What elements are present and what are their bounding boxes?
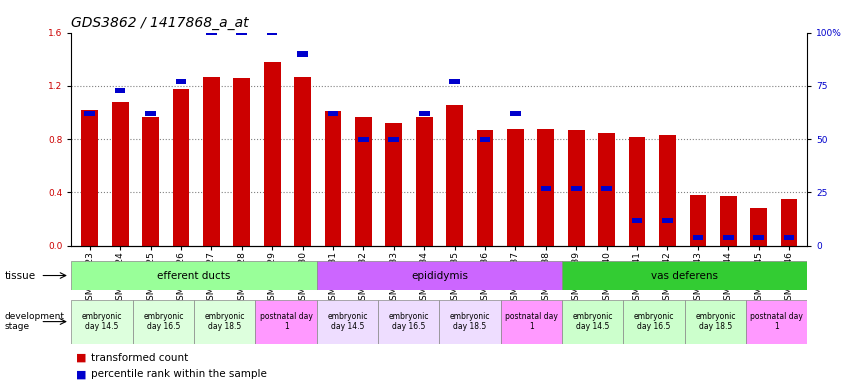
Bar: [172, 89, 189, 246]
Bar: [82, 110, 98, 246]
Bar: [507, 129, 524, 246]
Bar: [750, 209, 767, 246]
Bar: [115, 88, 125, 93]
Bar: [378, 300, 439, 344]
Text: embryonic
day 14.5: embryonic day 14.5: [573, 312, 613, 331]
Text: vas deferens: vas deferens: [651, 270, 718, 281]
Bar: [693, 235, 703, 240]
Text: ■: ■: [76, 369, 86, 379]
Bar: [176, 79, 186, 84]
Text: embryonic
day 18.5: embryonic day 18.5: [204, 312, 245, 331]
Bar: [447, 104, 463, 246]
Bar: [264, 62, 281, 246]
Bar: [537, 129, 554, 246]
Bar: [601, 185, 612, 191]
Bar: [723, 235, 733, 240]
Bar: [236, 30, 247, 35]
Text: embryonic
day 18.5: embryonic day 18.5: [450, 312, 490, 331]
Text: GDS3862 / 1417868_a_at: GDS3862 / 1417868_a_at: [71, 16, 249, 30]
Bar: [84, 111, 95, 116]
Bar: [297, 51, 308, 56]
Bar: [419, 111, 430, 116]
Bar: [623, 300, 685, 344]
Bar: [629, 137, 645, 246]
Bar: [720, 197, 737, 246]
Text: embryonic
day 14.5: embryonic day 14.5: [82, 312, 123, 331]
Bar: [317, 261, 562, 290]
Bar: [112, 102, 129, 246]
Bar: [690, 195, 706, 246]
Bar: [142, 117, 159, 246]
Bar: [568, 130, 584, 246]
Bar: [510, 111, 521, 116]
Bar: [685, 300, 746, 344]
Bar: [267, 30, 278, 35]
Text: embryonic
day 16.5: embryonic day 16.5: [389, 312, 429, 331]
Bar: [477, 130, 494, 246]
Text: embryonic
day 18.5: embryonic day 18.5: [696, 312, 736, 331]
Text: ■: ■: [76, 353, 86, 363]
Bar: [562, 300, 623, 344]
Bar: [389, 137, 399, 142]
Text: embryonic
day 14.5: embryonic day 14.5: [327, 312, 368, 331]
Bar: [328, 111, 338, 116]
Bar: [256, 300, 317, 344]
Text: development
stage: development stage: [4, 312, 64, 331]
Bar: [71, 261, 317, 290]
Bar: [449, 79, 460, 84]
Text: embryonic
day 16.5: embryonic day 16.5: [634, 312, 674, 331]
Bar: [662, 217, 673, 223]
Bar: [562, 261, 807, 290]
Text: postnatal day
1: postnatal day 1: [260, 312, 313, 331]
Bar: [479, 137, 490, 142]
Bar: [145, 111, 156, 116]
Bar: [294, 76, 311, 246]
Text: percentile rank within the sample: percentile rank within the sample: [91, 369, 267, 379]
Bar: [746, 300, 807, 344]
Text: tissue: tissue: [4, 270, 35, 281]
Bar: [439, 300, 500, 344]
Bar: [234, 78, 250, 246]
Text: postnatal day
1: postnatal day 1: [750, 312, 803, 331]
Text: transformed count: transformed count: [91, 353, 188, 363]
Text: embryonic
day 16.5: embryonic day 16.5: [143, 312, 183, 331]
Bar: [355, 117, 372, 246]
Bar: [571, 185, 582, 191]
Bar: [203, 76, 220, 246]
Bar: [780, 199, 797, 246]
Bar: [659, 135, 676, 246]
Bar: [206, 30, 217, 35]
Bar: [133, 300, 194, 344]
Bar: [500, 300, 562, 344]
Bar: [415, 117, 432, 246]
Bar: [541, 185, 551, 191]
Text: postnatal day
1: postnatal day 1: [505, 312, 558, 331]
Bar: [385, 123, 402, 246]
Bar: [598, 132, 615, 246]
Bar: [784, 235, 795, 240]
Bar: [194, 300, 256, 344]
Bar: [71, 300, 133, 344]
Bar: [754, 235, 764, 240]
Bar: [358, 137, 368, 142]
Text: epididymis: epididymis: [411, 270, 468, 281]
Bar: [632, 217, 643, 223]
Bar: [317, 300, 378, 344]
Bar: [325, 111, 341, 246]
Text: efferent ducts: efferent ducts: [157, 270, 230, 281]
